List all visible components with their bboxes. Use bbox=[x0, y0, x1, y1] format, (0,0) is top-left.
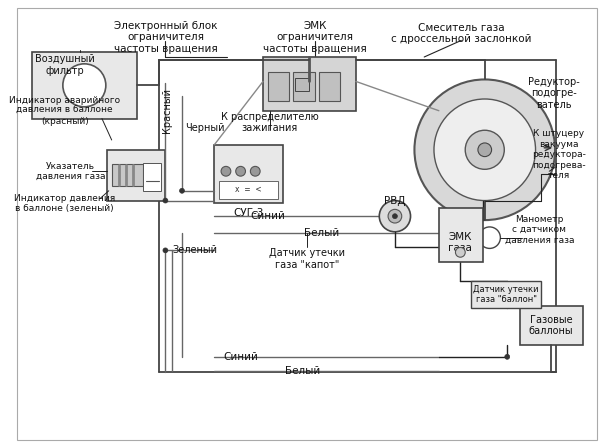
Bar bbox=[520, 306, 583, 345]
Text: К штуцеру
вакуума
редуктора-
подогрева-
теля: К штуцеру вакуума редуктора- подогрева- … bbox=[532, 129, 586, 180]
Text: Указатель
давления газа: Указатель давления газа bbox=[36, 162, 106, 181]
Circle shape bbox=[63, 64, 106, 107]
Text: Воздушный
фильтр: Воздушный фильтр bbox=[35, 54, 95, 76]
Bar bbox=[268, 72, 289, 101]
Circle shape bbox=[221, 166, 231, 176]
Text: Датчик утечки
газа "капот": Датчик утечки газа "капот" bbox=[269, 248, 345, 270]
Text: ЭМК
газа: ЭМК газа bbox=[448, 232, 472, 254]
Bar bbox=[143, 164, 161, 191]
Bar bbox=[471, 280, 541, 308]
Bar bbox=[107, 150, 166, 201]
Text: Газовые
баллоны: Газовые баллоны bbox=[529, 315, 574, 336]
Bar bbox=[214, 145, 283, 203]
Circle shape bbox=[415, 79, 555, 220]
Circle shape bbox=[505, 354, 509, 359]
Text: Индикатор аварийного
давления в баллоне
(красный): Индикатор аварийного давления в баллоне … bbox=[9, 96, 121, 125]
Text: Черный: Черный bbox=[185, 123, 224, 134]
Text: ЭМК
ограничителя
частоты вращения: ЭМК ограничителя частоты вращения bbox=[263, 21, 367, 54]
Circle shape bbox=[179, 188, 184, 193]
Text: Белый: Белый bbox=[304, 228, 339, 238]
Circle shape bbox=[163, 198, 168, 203]
Circle shape bbox=[434, 99, 536, 201]
Circle shape bbox=[465, 130, 504, 169]
Text: Красный: Красный bbox=[163, 88, 172, 133]
Text: x  =  <: x = < bbox=[235, 185, 262, 194]
Text: РВД: РВД bbox=[384, 195, 406, 206]
Circle shape bbox=[379, 201, 410, 232]
Text: Смеситель газа
с дроссельной заслонкой: Смеситель газа с дроссельной заслонкой bbox=[391, 23, 532, 44]
Bar bbox=[112, 164, 143, 186]
Bar bbox=[263, 57, 356, 111]
Text: Синий: Синий bbox=[223, 352, 258, 362]
Text: Индикатор давления
в баллоне (зеленый): Индикатор давления в баллоне (зеленый) bbox=[14, 194, 115, 213]
Text: Синий: Синий bbox=[251, 211, 286, 221]
Circle shape bbox=[250, 166, 260, 176]
Text: Редуктор-
подогре-
ватель: Редуктор- подогре- ватель bbox=[528, 77, 580, 110]
Text: Датчик утечки
газа "баллон": Датчик утечки газа "баллон" bbox=[473, 284, 539, 304]
Text: К распределителю
зажигания: К распределителю зажигания bbox=[221, 112, 319, 133]
Bar bbox=[219, 181, 278, 198]
Text: Электронный блок
ограничителя
частоты вращения: Электронный блок ограничителя частоты вр… bbox=[113, 21, 217, 54]
Text: Манометр
с датчиком
давления газа: Манометр с датчиком давления газа bbox=[505, 215, 574, 245]
Bar bbox=[32, 52, 137, 119]
Circle shape bbox=[455, 247, 465, 257]
Circle shape bbox=[236, 166, 245, 176]
Text: СУГ-3: СУГ-3 bbox=[233, 208, 263, 218]
Circle shape bbox=[392, 214, 397, 219]
Bar bbox=[439, 208, 483, 262]
Bar bbox=[293, 72, 315, 101]
Bar bbox=[319, 72, 340, 101]
Circle shape bbox=[388, 209, 402, 223]
Bar bbox=[295, 78, 309, 91]
Text: Белый: Белый bbox=[284, 366, 320, 376]
Text: Зеленый: Зеленый bbox=[172, 246, 217, 255]
Circle shape bbox=[163, 248, 168, 253]
Circle shape bbox=[479, 227, 500, 248]
Circle shape bbox=[478, 143, 491, 157]
